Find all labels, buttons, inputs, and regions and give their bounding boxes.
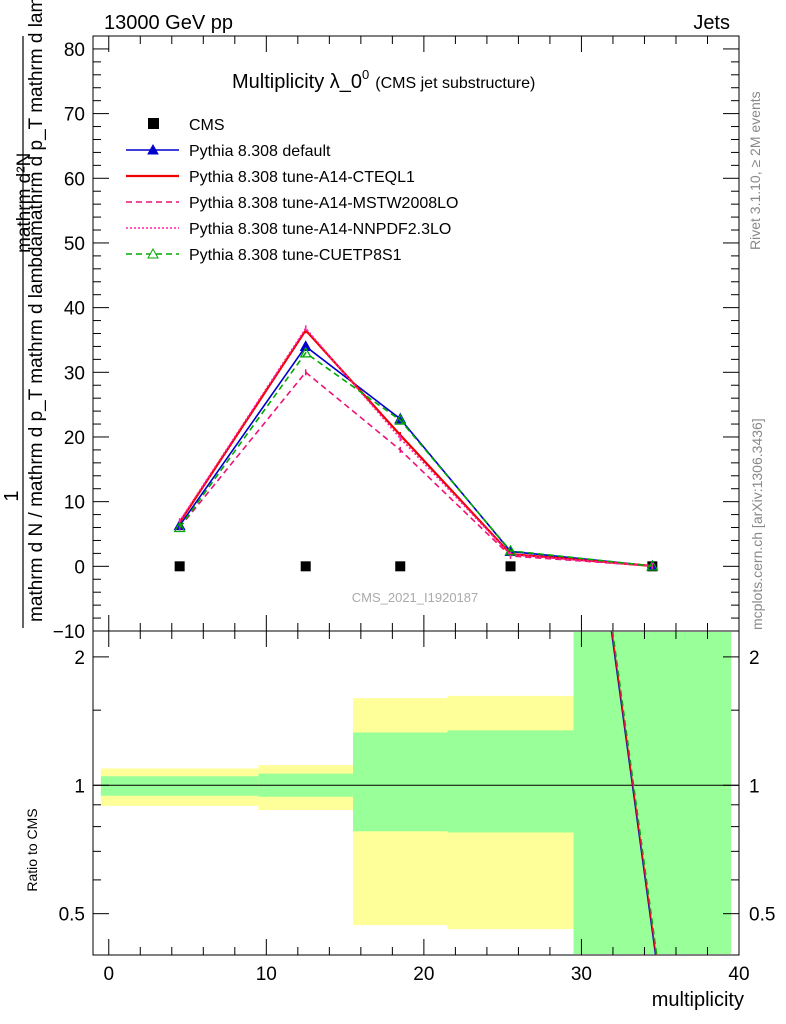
cms-data-point [395,561,406,572]
ratio-tick-label: 1 [74,776,85,797]
ratio-axis-label: Ratio to CMS [24,808,40,891]
legend-label: Pythia 8.308 tune-A14-MSTW2008LO [189,195,458,212]
series-marker [394,413,407,425]
series-layer [173,325,659,572]
ratio-band-green [100,776,259,796]
legend-swatch [148,118,159,129]
legend: CMS Pythia 8.308 default Pythia 8.308 tune… [126,117,458,264]
ratio-tick-label-right: 1 [749,776,760,797]
y-axis-label-one: 1 [1,490,23,501]
series-marker [299,340,312,352]
cms-data-point [300,561,311,572]
y-axis-label: 1 mathrm d N / mathrm d p_T mathrm d lam… [1,0,47,628]
x-tick-label: 20 [413,964,434,985]
ratio-series-line [612,630,658,956]
series-marker [299,346,312,358]
x-axis-label: multiplicity [652,989,744,1011]
x-tick-label: 10 [256,964,277,985]
series-marker [646,559,659,571]
legend-label: Pythia 8.308 default [189,143,331,160]
ratio-lines [610,630,658,956]
y-tick-label: 20 [64,428,85,449]
analysis-watermark: CMS_2021_I1920187 [352,590,479,605]
series-line [179,371,653,567]
series-line [178,326,653,567]
ratio-band-green [352,732,448,832]
legend-marker [147,247,159,259]
legend-label: Pythia 8.308 tune-CUETP8S1 [189,247,402,264]
main-axis-ticks: −10 0 10 20 30 40 50 60 70 80 [53,35,740,643]
y-tick-label: 0 [74,557,85,578]
mcplots-label: mcplots.cern.ch [arXiv:1306.3436] [749,418,765,630]
ratio-tick-label: 0.5 [59,905,85,926]
ratio-band-green [573,632,732,954]
y-tick-label: −10 [53,622,85,643]
legend-label: Pythia 8.308 tune-A14-NNPDF2.3LO [189,221,451,238]
y-tick-label: 70 [64,105,85,126]
series-marker [504,544,517,556]
ratio-bands [93,632,739,954]
y-axis-label-numerator: mathrm d²N [14,153,35,253]
ratio-tick-label-right: 2 [749,648,760,669]
cms-data-point [174,561,185,572]
legend-marker [147,143,159,155]
ratio-axis-ticks: 0.5 0.51 12 20 10 20 30 40 [59,631,775,985]
series-line [178,328,653,568]
ratio-band-green [447,730,574,833]
legend-label: CMS [189,117,225,134]
ratio-plot-frame [92,630,740,956]
series-line [179,351,653,567]
y-tick-label: 50 [64,234,85,255]
y-tick-label: 10 [64,493,85,514]
y-tick-label: 30 [64,363,85,384]
x-tick-label: 30 [571,964,592,985]
energy-label: 13000 GeV pp [104,12,233,34]
x-tick-label: 40 [728,964,749,985]
y-axis-label-denominator: mathrm d N / mathrm d p_T mathrm d lambd… [26,235,47,622]
ratio-tick-label: 2 [74,648,85,669]
series-marker [173,521,186,533]
legend-label: Pythia 8.308 tune-A14-CTEQL1 [189,169,415,186]
cms-data-point [505,561,516,572]
y-tick-label: 80 [64,40,85,61]
y-axis-label-numerator-2: mathrm d p_T mathrm d lambda [26,0,47,236]
jets-label: Jets [693,12,730,34]
y-tick-label: 60 [64,169,85,190]
rivet-label: Rivet 3.1.10, ≥ 2M events [747,91,763,250]
x-tick-label: 0 [103,964,114,985]
ratio-tick-label-right: 0.5 [749,905,775,926]
plot-title: Multiplicity λ_00(CMS jet substructure) [232,67,535,93]
y-tick-label: 40 [64,299,85,320]
series-line [179,345,653,567]
